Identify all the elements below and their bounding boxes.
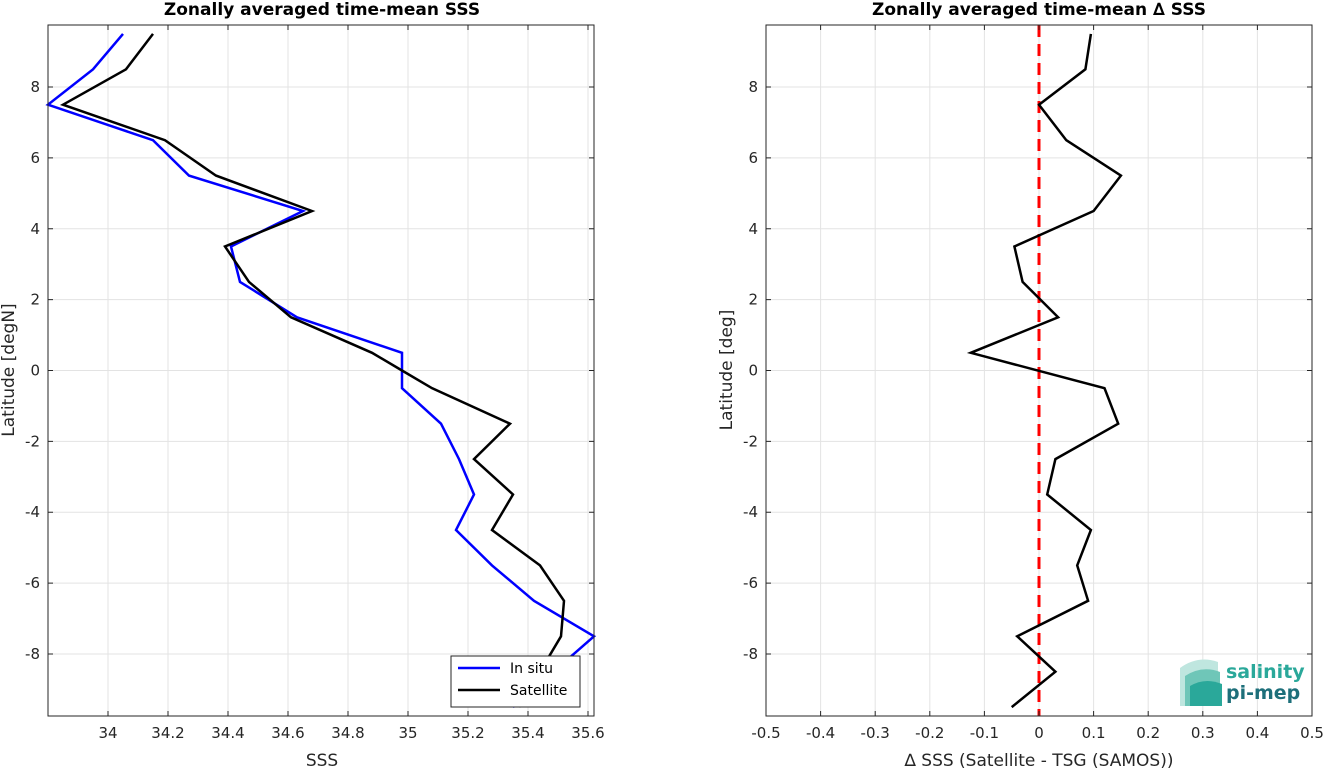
logo-text-salinity: salinity	[1226, 661, 1305, 683]
sss-y-axis-label: Latitude [degN]	[0, 303, 19, 436]
sss-x-tick-label-4: 34.8	[331, 724, 364, 742]
delta-y-tick-label-3: -2	[743, 432, 758, 450]
sss-panel-title: Zonally averaged time-mean SSS	[164, 0, 480, 20]
logo-text-pimep: pi-mep	[1226, 682, 1300, 704]
legend-box	[450, 655, 581, 708]
delta-y-tick-label-2: -4	[743, 503, 758, 521]
legend-label-in-situ: In situ	[510, 661, 553, 677]
delta-y-tick-label-0: -8	[743, 645, 758, 663]
sss-x-tick-label-1: 34.2	[151, 724, 184, 742]
sss-y-tick-label-1: -6	[25, 574, 40, 592]
sss-panel: Zonally averaged time-mean SSS 34 34.2 34.…	[0, 0, 605, 769]
delta-x-ticks: -0.5 -0.4 -0.3 -0.2 -0.1 0 0.1 0.2 0.3 0.4 0.5	[751, 25, 1324, 742]
sss-grid	[48, 25, 594, 716]
delta-y-tick-label-7: 6	[748, 149, 758, 167]
delta-y-axis-label: Latitude [deg]	[717, 310, 737, 431]
sss-y-ticks: -8 -6 -4 -2 0 2 4 6 8	[25, 78, 594, 663]
delta-x-axis-label: ∆ SSS (Satellite - TSG (SAMOS))	[904, 751, 1174, 769]
sss-y-tick-label-3: -2	[25, 432, 40, 450]
delta-y-tick-label-1: -6	[743, 574, 758, 592]
delta-x-tick-label-10: 0.5	[1300, 724, 1324, 742]
sss-legend: In situ Satellite	[450, 655, 581, 708]
delta-y-ticks: -8 -6 -4 -2 0 2 4 6 8	[743, 78, 1312, 663]
sss-line-in-situ	[45, 33, 597, 709]
sss-x-tick-label-2: 34.4	[211, 724, 244, 742]
sss-y-tick-label-0: -8	[25, 645, 40, 663]
sss-x-ticks: 34 34.2 34.4 34.6 34.8 35 35.2 35.4 35.6	[98, 25, 605, 742]
sss-y-tick-label-5: 2	[30, 291, 40, 309]
delta-x-tick-label-1: -0.4	[806, 724, 835, 742]
delta-x-tick-label-5: 0	[1034, 724, 1044, 742]
sss-x-tick-label-0: 34	[98, 724, 117, 742]
sss-y-tick-label-2: -4	[25, 503, 40, 521]
delta-sss-panel-title: Zonally averaged time-mean ∆ SSS	[872, 0, 1206, 20]
sss-y-tick-label-7: 6	[30, 149, 40, 167]
delta-x-tick-label-4: -0.1	[970, 724, 999, 742]
sss-lines	[45, 33, 597, 709]
delta-lines	[966, 25, 1123, 716]
delta-x-tick-label-8: 0.3	[1191, 724, 1215, 742]
sss-y-tick-label-6: 4	[30, 220, 40, 238]
delta-x-tick-label-2: -0.3	[861, 724, 890, 742]
delta-x-tick-label-0: -0.5	[751, 724, 780, 742]
delta-x-tick-label-7: 0.2	[1136, 724, 1160, 742]
delta-line-series-0	[966, 33, 1123, 709]
delta-y-tick-label-5: 2	[748, 291, 758, 309]
delta-y-tick-label-8: 8	[748, 78, 758, 96]
legend-label-satellite: Satellite	[510, 683, 567, 699]
sss-line-satellite	[59, 33, 566, 708]
delta-x-tick-label-9: 0.4	[1245, 724, 1269, 742]
sss-x-axis-label: SSS	[306, 751, 338, 769]
delta-x-tick-label-3: -0.2	[915, 724, 944, 742]
sss-x-tick-label-8: 35.6	[571, 724, 604, 742]
sss-x-tick-label-7: 35.4	[511, 724, 544, 742]
salinity-pi-mep-logo: salinity pi-mep	[1180, 659, 1305, 706]
sss-x-tick-label-6: 35.2	[451, 724, 484, 742]
logo-wave-front	[1190, 680, 1222, 706]
delta-x-tick-label-6: 0.1	[1082, 724, 1106, 742]
sss-y-tick-label-8: 8	[30, 78, 40, 96]
sss-x-tick-label-5: 35	[398, 724, 417, 742]
sss-y-tick-label-4: 0	[30, 362, 40, 380]
delta-sss-panel: Zonally averaged time-mean ∆ SSS -0.5 -0.…	[717, 0, 1324, 769]
sss-x-tick-label-3: 34.6	[271, 724, 304, 742]
delta-y-tick-label-6: 4	[748, 220, 758, 238]
delta-y-tick-label-4: 0	[748, 362, 758, 380]
